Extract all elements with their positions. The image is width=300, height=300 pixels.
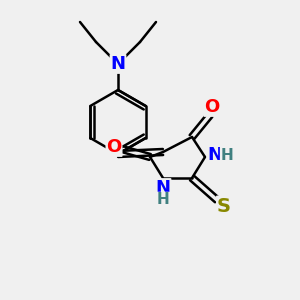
Text: N: N bbox=[155, 179, 170, 197]
Text: H: H bbox=[157, 193, 169, 208]
Text: H: H bbox=[220, 148, 233, 163]
Text: N: N bbox=[208, 146, 223, 164]
Text: N: N bbox=[110, 55, 125, 73]
Text: O: O bbox=[204, 98, 220, 116]
Text: S: S bbox=[217, 196, 231, 215]
Text: O: O bbox=[106, 138, 122, 156]
